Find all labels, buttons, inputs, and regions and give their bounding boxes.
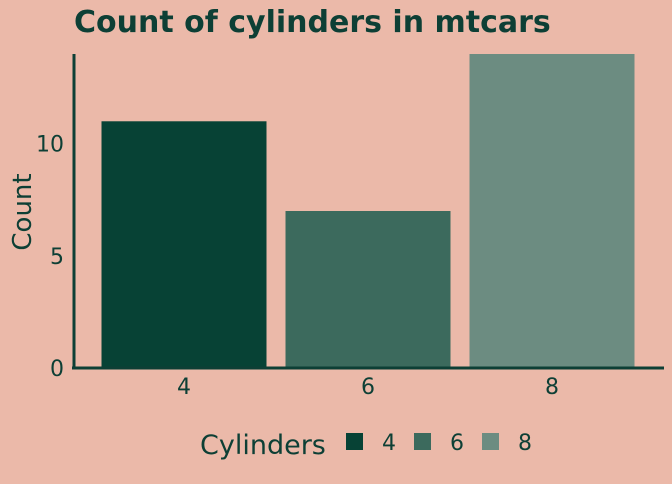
chart-title: Count of cylinders in mtcars (74, 5, 551, 40)
legend-label-4: 4 (382, 431, 396, 456)
bar-8 (469, 54, 635, 368)
legend-title: Cylinders (200, 430, 326, 461)
legend-label-8: 8 (518, 431, 532, 456)
bars-group (101, 54, 635, 369)
legend-label-6: 6 (450, 431, 464, 456)
y-axis-ticks: 0 5 10 (36, 133, 64, 382)
y-axis-label: Count (8, 173, 38, 250)
y-tick-label-0: 0 (50, 357, 64, 382)
legend-swatch-6 (414, 433, 431, 450)
x-tick-label-6: 6 (361, 375, 375, 400)
legend-swatch-8 (482, 433, 499, 450)
bar-4 (101, 121, 267, 369)
y-tick-label-5: 5 (50, 245, 64, 270)
bar-6 (285, 211, 451, 368)
x-tick-label-8: 8 (545, 375, 559, 400)
y-tick-label-10: 10 (36, 133, 64, 158)
x-tick-label-4: 4 (177, 375, 191, 400)
x-axis-ticks: 4 6 8 (177, 375, 559, 400)
legend-swatch-4 (346, 433, 363, 450)
legend: Cylinders 4 6 8 (200, 430, 532, 461)
